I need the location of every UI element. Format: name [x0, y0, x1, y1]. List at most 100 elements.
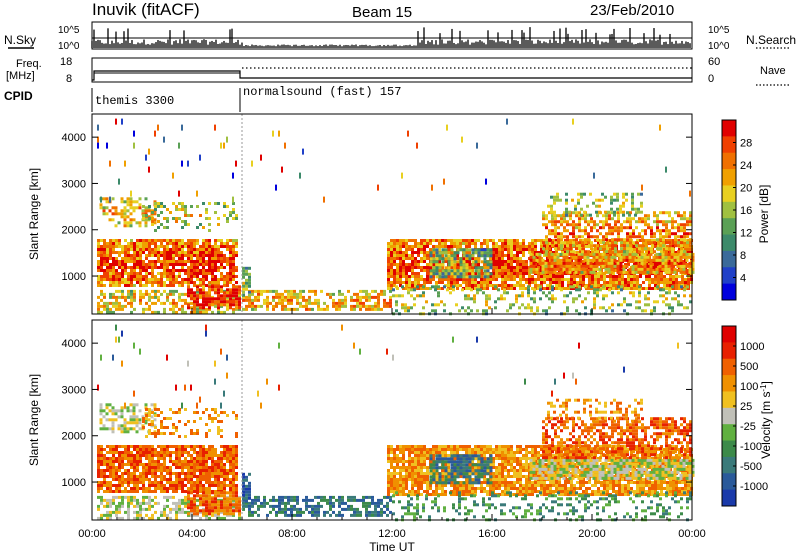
- power-cell: [235, 242, 238, 245]
- power-cell: [399, 281, 402, 284]
- velocity-cell: [169, 516, 172, 520]
- power-cell: [202, 202, 205, 205]
- power-cell: [533, 291, 536, 295]
- power-cell: [208, 239, 211, 242]
- power-cell: [118, 251, 121, 254]
- power-cell: [501, 242, 504, 245]
- power-cell: [546, 245, 549, 248]
- power-cell: [578, 294, 581, 298]
- power-cell: [123, 218, 127, 222]
- power-cell: [205, 294, 208, 298]
- power-cell: [447, 257, 451, 261]
- power-cell: [678, 239, 681, 242]
- power-cell: [516, 272, 519, 275]
- power-cell: [163, 301, 166, 305]
- power-cell: [610, 195, 613, 199]
- power-cell: [576, 275, 579, 278]
- power-cell: [172, 310, 175, 314]
- power-cell: [138, 206, 142, 210]
- power-cell: [686, 223, 689, 227]
- power-cell: [450, 254, 454, 258]
- power-cell: [586, 264, 590, 268]
- power-cell: [444, 248, 448, 252]
- power-cell: [238, 288, 241, 292]
- colorbar-tick-label: 8: [740, 250, 746, 262]
- power-cell: [127, 275, 130, 278]
- power-cell: [691, 255, 695, 259]
- power-cell: [522, 245, 525, 248]
- velocity-cell: [232, 498, 235, 502]
- velocity-cell: [127, 469, 130, 472]
- power-cell: [305, 307, 308, 311]
- power-heatmap: [97, 114, 695, 316]
- power-cell: [689, 190, 691, 197]
- power-cell: [199, 303, 202, 307]
- power-cell: [566, 220, 569, 224]
- power-cell: [679, 255, 683, 259]
- power-cell: [211, 263, 214, 266]
- power-cell: [353, 307, 356, 311]
- power-cell: [232, 254, 235, 257]
- power-cell: [598, 204, 601, 208]
- power-cell: [629, 244, 632, 248]
- power-cell: [597, 242, 600, 245]
- power-cell: [492, 257, 495, 260]
- velocity-cell: [130, 460, 133, 463]
- power-cell: [148, 251, 151, 254]
- power-cell: [124, 257, 127, 260]
- velocity-cell: [139, 454, 142, 457]
- power-cell: [587, 232, 590, 236]
- power-cell: [550, 195, 553, 199]
- power-cell: [166, 242, 169, 245]
- power-cell: [663, 278, 666, 281]
- power-cell: [608, 232, 611, 236]
- power-cell: [432, 260, 436, 264]
- power-cell: [387, 260, 390, 263]
- power-cell: [124, 278, 127, 281]
- power-cell: [420, 269, 423, 272]
- power-cell: [656, 247, 659, 251]
- power-cell: [124, 160, 126, 167]
- power-cell: [541, 258, 545, 262]
- power-cell: [214, 202, 217, 205]
- power-cell: [674, 238, 677, 242]
- power-cell: [688, 255, 692, 259]
- power-cell: [628, 252, 632, 256]
- power-cell: [217, 310, 220, 314]
- power-cell: [574, 261, 578, 265]
- power-cell: [604, 261, 608, 265]
- power-cell: [405, 284, 408, 287]
- power-cell: [492, 284, 495, 287]
- power-cell: [677, 223, 680, 227]
- velocity-cell: [148, 495, 151, 499]
- power-cell: [148, 298, 151, 302]
- power-cell: [187, 239, 190, 242]
- power-cell: [583, 255, 587, 259]
- power-cell: [483, 239, 486, 242]
- velocity-cell: [169, 510, 172, 514]
- power-cell: [531, 287, 534, 290]
- power-cell: [555, 287, 558, 290]
- power-cell: [677, 300, 680, 304]
- power-cell: [675, 278, 678, 281]
- power-cell: [124, 266, 127, 269]
- power-cell: [621, 275, 624, 278]
- velocity-cell: [115, 466, 118, 469]
- power-cell: [522, 266, 525, 269]
- power-cell: [477, 251, 481, 255]
- power-cell: [495, 248, 498, 251]
- power-cell: [596, 223, 599, 227]
- power-cell: [103, 242, 106, 245]
- power-cell: [396, 287, 399, 290]
- power-cell: [689, 220, 692, 224]
- power-cell: [477, 284, 480, 287]
- power-cell: [202, 248, 205, 251]
- power-cell: [127, 295, 130, 299]
- power-cell: [577, 192, 580, 196]
- power-cell: [498, 263, 501, 266]
- velocity-cell: [145, 507, 148, 511]
- power-cell: [314, 289, 317, 293]
- power-cell: [124, 263, 127, 266]
- power-cell: [229, 300, 232, 304]
- power-cell: [654, 245, 657, 248]
